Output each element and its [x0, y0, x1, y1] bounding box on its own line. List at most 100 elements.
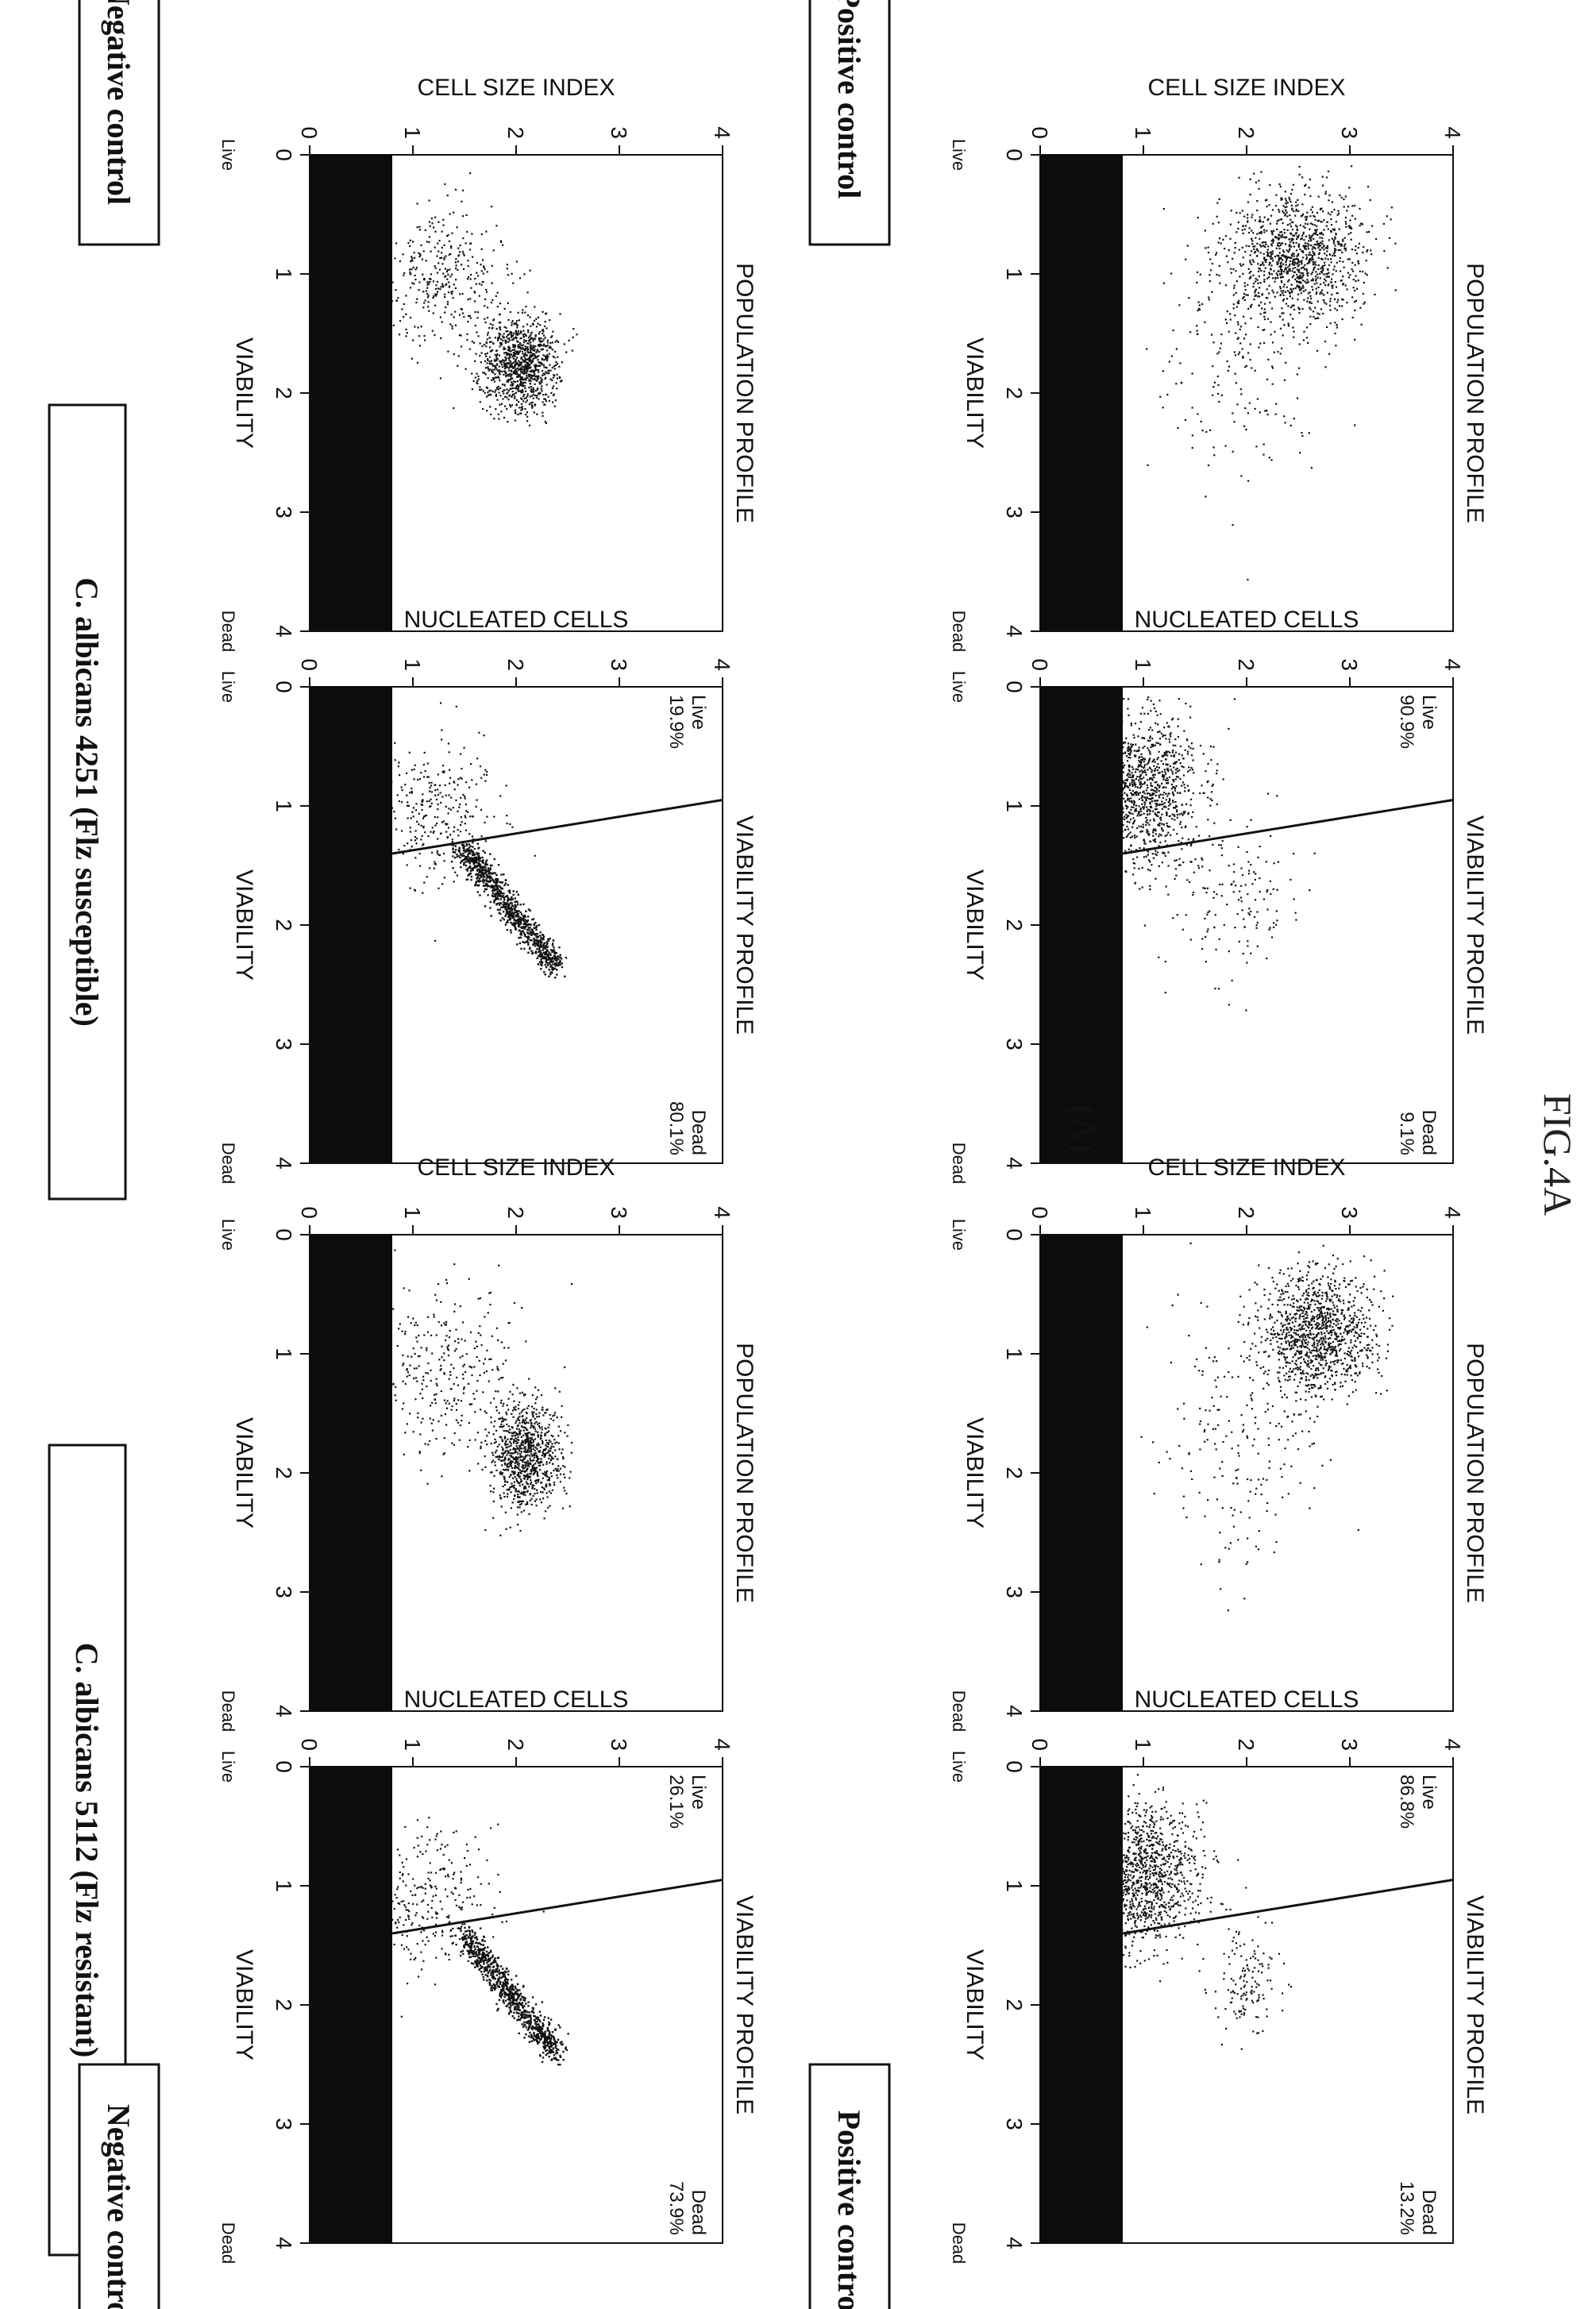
data-point: [1126, 779, 1128, 782]
data-point: [1258, 304, 1260, 306]
data-point: [1257, 1548, 1259, 1551]
data-point: [1343, 198, 1345, 201]
data-point: [1153, 828, 1155, 831]
data-point: [1220, 1588, 1222, 1590]
data-point: [1125, 805, 1128, 808]
data-point: [1124, 801, 1126, 804]
data-point: [1151, 800, 1154, 803]
data-point: [1293, 1325, 1296, 1328]
data-point: [1269, 222, 1271, 225]
data-point: [1351, 1317, 1353, 1320]
x-tick-label: 4: [1002, 2237, 1027, 2249]
data-point: [1270, 255, 1272, 257]
data-point: [1354, 1357, 1356, 1359]
data-point: [1292, 1340, 1294, 1343]
data-point: [1287, 323, 1290, 326]
data-point: [1183, 1880, 1185, 1883]
data-point: [530, 349, 532, 352]
data-point: [1290, 218, 1292, 221]
data-point: [1334, 1359, 1336, 1363]
data-point: [1314, 229, 1317, 231]
data-point: [1216, 1376, 1219, 1378]
data-point: [1290, 1304, 1292, 1306]
data-point: [1318, 1323, 1320, 1325]
data-point: [1151, 774, 1155, 777]
data-point: [1160, 1895, 1162, 1897]
data-point: [1284, 1357, 1286, 1359]
data-point: [1188, 766, 1190, 769]
data-point: [1154, 781, 1156, 784]
data-point: [1140, 756, 1143, 758]
data-point: [1171, 1833, 1174, 1836]
x-axis-live-label: Live: [949, 139, 969, 171]
data-point: [1240, 2048, 1243, 2050]
data-point: [1274, 1333, 1276, 1336]
data-point: [1171, 773, 1174, 775]
data-point: [1342, 283, 1344, 286]
data-point: [1151, 1906, 1153, 1908]
data-point: [1137, 765, 1139, 768]
data-point: [1266, 1478, 1268, 1482]
data-point: [1240, 1995, 1243, 1998]
x-tick-label: 0: [1002, 1760, 1027, 1773]
data-point: [1354, 1297, 1356, 1299]
data-point: [1134, 836, 1136, 839]
data-point: [1366, 1297, 1368, 1299]
data-point: [1355, 275, 1357, 277]
data-point: [1371, 1339, 1374, 1341]
x-tick-label: 2: [1002, 387, 1027, 399]
data-point: [1305, 1390, 1307, 1393]
data-point: [1326, 1296, 1328, 1298]
data-point: [1122, 766, 1124, 769]
data-point: [1343, 248, 1346, 250]
data-point: [1302, 233, 1305, 235]
data-point: [1297, 210, 1300, 212]
data-point: [1279, 244, 1282, 246]
data-point: [1147, 698, 1149, 701]
data-point: [1244, 288, 1247, 291]
data-point: [1140, 753, 1143, 755]
data-point: [1174, 787, 1176, 789]
data-point: [1146, 810, 1148, 812]
data-point: [1350, 1355, 1352, 1358]
data-point: [1167, 770, 1170, 773]
data-point: [1143, 1914, 1145, 1917]
data-point: [1306, 1314, 1309, 1316]
data-point: [1142, 746, 1144, 749]
data-point: [1357, 279, 1359, 282]
data-point: [1170, 1362, 1172, 1364]
data-point: [1370, 253, 1373, 256]
data-point: [1140, 1898, 1143, 1900]
data-point: [1143, 764, 1147, 766]
data-point: [515, 368, 517, 370]
data-point: [508, 339, 511, 341]
data-point: [1317, 1405, 1319, 1408]
data-point: [1382, 222, 1385, 226]
data-point: [1339, 1295, 1341, 1297]
data-point: [1228, 1963, 1231, 1965]
data-point: [1282, 294, 1285, 296]
data-point: [1234, 247, 1236, 249]
data-point: [1355, 299, 1358, 302]
data-point: [1313, 1280, 1315, 1282]
y-tick-label: 0: [1027, 1738, 1052, 1751]
data-point: [1139, 1847, 1141, 1849]
data-point: [1294, 1391, 1297, 1393]
data-point: [1284, 268, 1286, 271]
data-point: [1223, 924, 1225, 927]
y-tick-label: 2: [1234, 126, 1259, 139]
data-point: [1337, 210, 1340, 212]
data-point: [1132, 1913, 1135, 1915]
data-point: [1177, 1293, 1179, 1296]
data-point: [1316, 225, 1318, 227]
data-point: [1243, 1984, 1246, 1987]
data-point: [1166, 812, 1168, 815]
data-point: [1299, 224, 1301, 226]
data-point: [1366, 231, 1368, 233]
data-point: [1162, 793, 1164, 796]
data-point: [1213, 1356, 1216, 1359]
data-point: [1293, 1343, 1295, 1345]
data-point: [1334, 307, 1336, 310]
data-point: [1359, 225, 1361, 227]
